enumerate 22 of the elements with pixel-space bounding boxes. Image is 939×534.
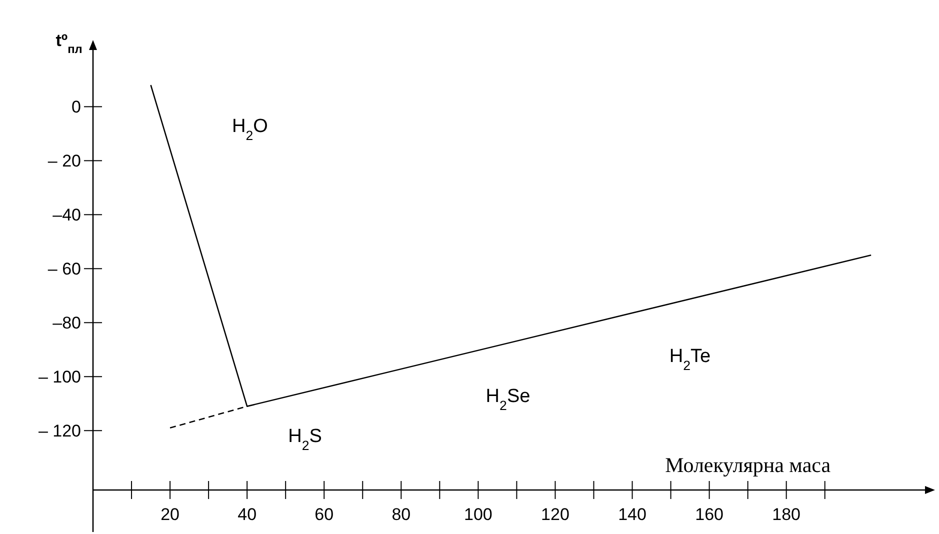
x-tick-label: 180 <box>772 505 801 524</box>
annotation: H$_{2}$S <box>288 426 322 452</box>
x-tick-label: 120 <box>541 505 570 524</box>
x-tick-label: 40 <box>238 505 257 524</box>
y-tick-label: – 20 <box>48 152 81 171</box>
annotation: H$_{2}$Se <box>486 386 530 412</box>
x-tick-label: 60 <box>314 505 334 524</box>
annotation: H$_{2}$Te <box>669 346 711 372</box>
y-tick-label: – 120 <box>38 422 81 441</box>
x-tick-label: 160 <box>695 505 724 524</box>
annotation: H$_{2}$O <box>232 116 268 142</box>
y-tick-label: 0 <box>72 98 81 117</box>
y-tick-label: –80 <box>52 314 81 333</box>
y-axis-title: tº$_{пл}$ <box>56 31 82 56</box>
y-tick-label: –40 <box>52 206 81 225</box>
y-tick-label: – 60 <box>48 260 81 279</box>
x-tick-label: 140 <box>618 505 646 524</box>
x-tick-label: 80 <box>392 505 411 524</box>
y-tick-label: – 100 <box>38 368 81 387</box>
x-tick-label: 20 <box>160 505 180 524</box>
x-tick-label: 100 <box>464 505 492 524</box>
x-axis-title: Молекулярна маса <box>665 453 832 477</box>
